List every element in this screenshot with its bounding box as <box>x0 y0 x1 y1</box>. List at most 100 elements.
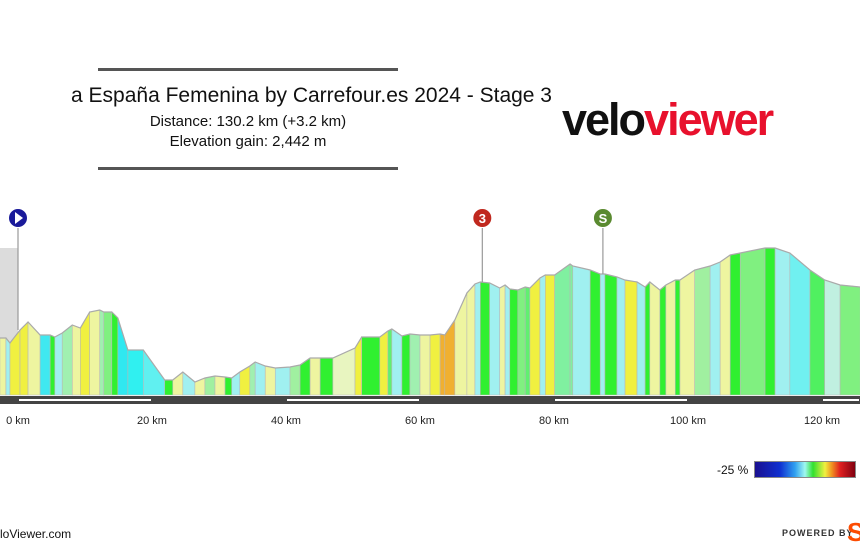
profile-segment <box>509 288 519 396</box>
profile-segment <box>524 286 531 396</box>
logo-part-viewer: viewer <box>644 94 774 145</box>
profile-segment <box>499 284 506 396</box>
powered-by-text: POWERED BY <box>782 528 854 538</box>
axis-stripe <box>19 399 151 401</box>
marker-label: 3 <box>479 211 486 226</box>
profile-segment <box>429 333 441 396</box>
profile-segment <box>391 328 403 396</box>
x-tick-label: 40 km <box>271 415 301 427</box>
profile-segment <box>774 247 791 396</box>
profile-segment <box>529 277 541 396</box>
distance-text: Distance: 130.2 km (+3.2 km) <box>149 113 347 130</box>
profile-segment <box>289 364 301 396</box>
profile-segment <box>694 265 711 396</box>
profile-segment <box>164 379 174 396</box>
axis-stripe <box>555 399 687 401</box>
marker-sprint[interactable]: S <box>592 208 613 275</box>
marker-badge <box>592 208 613 228</box>
profile-segment <box>61 324 73 396</box>
profile-segment <box>204 375 216 396</box>
profile-segment <box>274 366 291 396</box>
profile-segment <box>142 349 166 396</box>
x-tick-label: 120 km <box>804 415 840 427</box>
profile-segment <box>54 332 63 396</box>
strava-logo-icon: S <box>847 517 860 547</box>
profile-segment <box>387 328 393 396</box>
profile-segment <box>361 336 381 396</box>
gradient-legend-label: -25 % <box>717 463 749 477</box>
profile-segment <box>616 276 626 396</box>
profile-segment <box>764 247 776 396</box>
title-rule-bottom <box>98 167 398 170</box>
profile-segment <box>127 349 144 396</box>
profile-segment <box>466 283 476 396</box>
profile-segment <box>249 361 256 396</box>
profile-segment <box>709 261 721 396</box>
profile-segment <box>214 375 226 396</box>
gradient-legend-bar <box>754 461 856 478</box>
profile-segment <box>839 284 860 396</box>
profile-segment <box>19 321 29 396</box>
marker-start[interactable] <box>8 208 28 331</box>
profile-segment <box>117 317 129 396</box>
footer-site[interactable]: loViewer.com <box>0 527 72 541</box>
profile-segment <box>103 311 113 396</box>
distance-axis-bar <box>0 396 860 404</box>
profile-segment <box>264 365 276 396</box>
marker-climb[interactable]: 3 <box>472 208 493 283</box>
profile-segment <box>0 337 7 396</box>
profile-segment <box>624 279 638 396</box>
profile-segment <box>39 334 51 396</box>
profile-outline <box>0 247 860 383</box>
axis-stripe <box>823 399 859 401</box>
profile-segment <box>649 281 661 396</box>
profile-segment <box>319 357 334 396</box>
profile-segment <box>71 324 81 396</box>
profile-segment <box>729 252 741 396</box>
profile-segment <box>539 274 546 396</box>
profile-segment <box>444 319 456 396</box>
profile-segment <box>379 330 389 396</box>
profile-segment <box>659 284 667 396</box>
profile-segment <box>182 371 196 396</box>
veloviewer-logo: veloviewer <box>562 94 774 146</box>
profile-segment <box>419 334 431 396</box>
axis-stripe <box>287 399 419 401</box>
profile-segment <box>599 273 606 396</box>
profile-segment <box>604 273 618 396</box>
profile-segment <box>569 263 574 396</box>
profile-segment <box>554 263 571 396</box>
profile-segment <box>644 281 651 396</box>
marker-label: S <box>599 211 608 226</box>
profile-segment <box>309 357 321 396</box>
profile-segment <box>479 281 490 396</box>
logo-part-velo: velo <box>562 94 646 145</box>
profile-segment <box>674 279 681 396</box>
profile-segment <box>5 337 11 396</box>
page-title: a España Femenina by Carrefour.es 2024 -… <box>71 84 552 107</box>
x-tick-label: 20 km <box>137 415 167 427</box>
profile-segment <box>489 282 501 396</box>
profile-segment <box>89 309 101 396</box>
profile-segment <box>474 281 481 396</box>
profile-segment <box>517 286 526 396</box>
profile-segment <box>239 365 251 396</box>
elevation-gain-text: Elevation gain: 2,442 m <box>169 133 327 150</box>
profile-segment <box>679 269 696 396</box>
profile-segment <box>439 333 446 396</box>
profile-segment <box>454 292 468 396</box>
x-tick-label: 60 km <box>405 415 435 427</box>
marker-badge <box>472 208 493 228</box>
play-icon <box>15 212 23 224</box>
profile-segment <box>572 265 591 396</box>
profile-segment <box>589 269 601 396</box>
x-tick-label: 0 km <box>6 415 30 427</box>
profile-segment <box>224 376 233 396</box>
profile-segment <box>739 247 766 396</box>
profile-segment <box>332 347 356 396</box>
profile-segment <box>719 254 731 396</box>
profile-segment <box>111 311 119 396</box>
title-rule-top <box>98 68 398 71</box>
profile-segment <box>665 279 676 396</box>
profile-segment <box>504 284 511 396</box>
